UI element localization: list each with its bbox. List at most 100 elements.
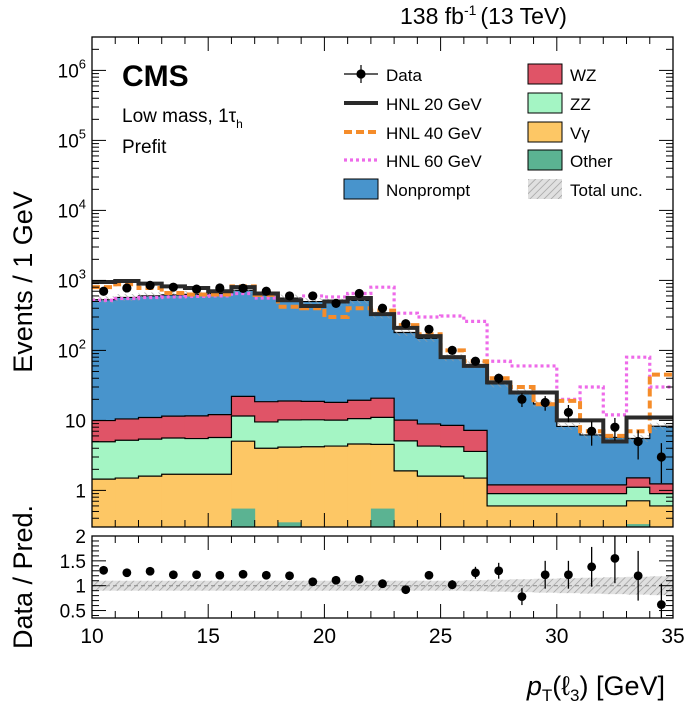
data-point bbox=[284, 291, 295, 301]
ratio-point bbox=[610, 553, 620, 563]
ratio-unc-bin bbox=[603, 577, 628, 595]
legend-nonprompt-label: Nonprompt bbox=[386, 181, 470, 200]
stack-bar-vgamma bbox=[556, 505, 581, 527]
stack-bar-vgamma bbox=[138, 476, 163, 527]
data-point bbox=[238, 283, 248, 293]
ratio-point bbox=[122, 568, 132, 578]
ratio-point bbox=[401, 585, 411, 595]
ratio-point bbox=[517, 592, 527, 602]
data-point bbox=[470, 356, 481, 366]
data-point bbox=[447, 345, 457, 355]
y-tick-label: 1 bbox=[75, 481, 86, 502]
ratio-point bbox=[168, 570, 178, 580]
legend-unc-swatch bbox=[528, 179, 562, 199]
unc-band-bin bbox=[301, 298, 325, 305]
ratio-point bbox=[540, 570, 550, 580]
lumi-label: 138 fb-1 (13 TeV) bbox=[400, 2, 567, 29]
y-tick-label: 106 bbox=[58, 56, 86, 82]
data-point bbox=[308, 291, 318, 301]
legend-zz-swatch bbox=[527, 92, 563, 114]
x-tick-label: 35 bbox=[661, 625, 684, 648]
unc-band-bin bbox=[208, 289, 232, 297]
stack-bar-vgamma bbox=[324, 446, 349, 527]
ratio-unc-bin bbox=[254, 580, 279, 591]
ratio-point bbox=[656, 600, 666, 609]
legend-hnl40-label: HNL 40 GeV bbox=[386, 124, 482, 143]
ratio-unc-bin bbox=[184, 580, 209, 591]
data-point bbox=[354, 288, 364, 299]
y-tick-label: 105 bbox=[58, 126, 86, 152]
ratio-point bbox=[471, 568, 480, 578]
x-tick-label: 20 bbox=[313, 625, 336, 648]
legend-vgamma-swatch bbox=[527, 121, 563, 143]
legend-data-label: Data bbox=[386, 66, 422, 85]
data-point bbox=[424, 324, 434, 334]
legend-wz-label: WZ bbox=[570, 66, 596, 85]
data-point bbox=[191, 284, 202, 294]
hnl60-line bbox=[92, 285, 673, 417]
ratio-unc-bin bbox=[463, 580, 488, 592]
stack-bar-other bbox=[231, 508, 256, 527]
ratio-point bbox=[331, 575, 341, 585]
top-frame bbox=[91, 36, 674, 528]
stack-bar-vgamma bbox=[580, 505, 604, 527]
ratio-unc-bin bbox=[161, 580, 186, 591]
ratio-point bbox=[99, 565, 109, 575]
stack-bar-vgamma bbox=[510, 505, 535, 527]
y-tick-label: 103 bbox=[58, 266, 86, 292]
y-tick-label: 104 bbox=[58, 196, 86, 222]
ratio-point bbox=[378, 579, 387, 589]
stack-bar-vgamma bbox=[440, 476, 465, 527]
unc-band-bin bbox=[161, 291, 185, 299]
data-point bbox=[99, 286, 109, 296]
ratio-y-tick-label: 1 bbox=[75, 577, 86, 598]
x-tick-label: 15 bbox=[197, 625, 220, 648]
data-point bbox=[168, 282, 178, 292]
stack-bar-vgamma bbox=[277, 447, 302, 527]
data-point bbox=[401, 319, 411, 329]
data-point bbox=[494, 373, 504, 383]
data-point bbox=[377, 303, 388, 313]
stack-bar-vgamma bbox=[161, 474, 186, 527]
x-tick-label: 25 bbox=[429, 625, 452, 648]
legend-nonprompt-swatch bbox=[343, 178, 379, 200]
unc-band-bin bbox=[417, 334, 441, 342]
legend-vgamma-label: Vγ bbox=[570, 124, 590, 143]
legend-unc-label: Total unc. bbox=[570, 181, 643, 200]
data-point bbox=[633, 436, 643, 447]
ratio-unc-bin bbox=[324, 580, 349, 591]
y-tick-label: 10 bbox=[65, 411, 86, 432]
ratio-point bbox=[633, 571, 643, 581]
stack-bar-vgamma bbox=[231, 441, 256, 527]
x-axis-title: pT(ℓ3) [GeV] bbox=[526, 671, 665, 703]
stack-bar-other bbox=[277, 522, 302, 527]
stack-outline-vgamma bbox=[92, 440, 673, 507]
stack-outline-zz bbox=[92, 415, 673, 495]
ratio-point bbox=[215, 570, 225, 580]
legend: Data HNL 20 GeV HNL 40 GeV HNL 60 GeV No… bbox=[343, 63, 643, 200]
data-point bbox=[122, 283, 132, 293]
stage-label: Prefit bbox=[122, 137, 167, 158]
stack-bar-vgamma bbox=[301, 446, 325, 527]
stack-bar-vgamma bbox=[347, 444, 372, 527]
legend-hnl20-label: HNL 20 GeV bbox=[386, 95, 482, 114]
x-tick-label: 10 bbox=[80, 625, 103, 648]
experiment-label: CMS bbox=[122, 60, 189, 93]
y-axis-title-top: Events / 1 GeV bbox=[8, 191, 38, 373]
legend-other-swatch bbox=[527, 149, 563, 171]
data-point bbox=[331, 298, 341, 308]
stack-bar-vgamma bbox=[603, 505, 628, 527]
ratio-y-tick-label: 0.5 bbox=[60, 602, 86, 623]
stack-bar-vgamma bbox=[370, 444, 395, 527]
stack-bar-vgamma bbox=[626, 500, 651, 527]
data-point bbox=[215, 283, 225, 293]
ratio-point bbox=[238, 569, 248, 579]
stack-bar-other bbox=[370, 508, 395, 527]
legend-zz-label: ZZ bbox=[570, 95, 591, 114]
data-point bbox=[587, 426, 597, 436]
hnl20-line bbox=[92, 279, 673, 444]
stack-bar-other bbox=[626, 524, 651, 527]
stack-bar-vgamma bbox=[394, 470, 418, 527]
bottom-frame bbox=[91, 535, 674, 619]
